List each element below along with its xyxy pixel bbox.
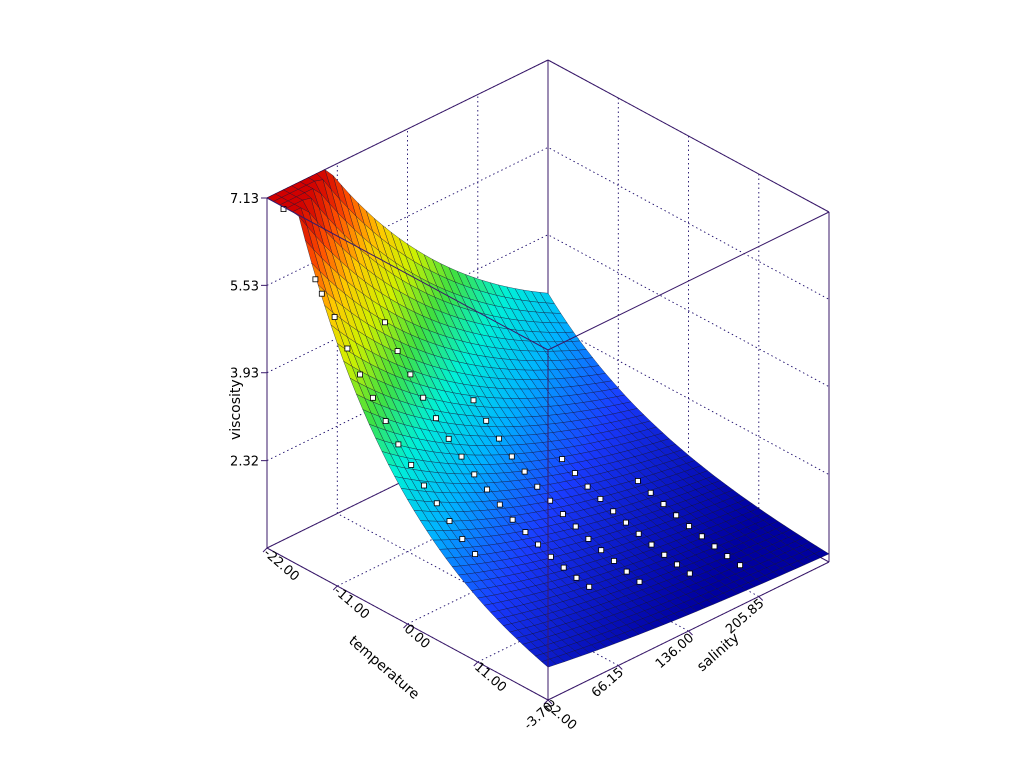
frame-back-edge-4 bbox=[547, 59, 830, 213]
observed-point-48 bbox=[584, 483, 591, 490]
temperature-tick-mark-1 bbox=[332, 585, 338, 591]
observed-point-1 bbox=[312, 276, 319, 283]
observed-point-37 bbox=[534, 483, 541, 490]
observed-point-12 bbox=[446, 518, 453, 524]
observed-point-20 bbox=[445, 435, 452, 442]
observed-point-28 bbox=[548, 553, 554, 560]
observed-point-10 bbox=[421, 482, 427, 489]
observed-point-41 bbox=[585, 536, 592, 542]
observed-point-6 bbox=[369, 394, 376, 401]
observed-point-55 bbox=[674, 561, 680, 568]
observed-point-32 bbox=[470, 397, 477, 404]
observed-point-8 bbox=[395, 441, 402, 448]
temperature-tick-label-1: -11.00 bbox=[331, 584, 372, 623]
observed-point-58 bbox=[647, 489, 654, 496]
observed-point-33 bbox=[483, 417, 490, 424]
observed-point-43 bbox=[611, 558, 617, 564]
temperature-tick-mark-3 bbox=[473, 661, 479, 667]
observed-point-60 bbox=[673, 512, 680, 519]
z-tick-label-1: 3.93 bbox=[230, 367, 259, 382]
surface-cell-43-0 bbox=[541, 658, 557, 668]
temperature-tick-mark-2 bbox=[403, 623, 408, 629]
observed-point-14 bbox=[472, 551, 479, 557]
observed-point-25 bbox=[509, 516, 516, 523]
observed-point-54 bbox=[661, 551, 668, 558]
z-gridline-0 bbox=[266, 322, 830, 475]
observed-point-23 bbox=[484, 486, 491, 493]
observed-point-17 bbox=[407, 371, 414, 378]
observed-point-46 bbox=[559, 456, 565, 463]
observed-point-29 bbox=[560, 564, 567, 571]
temperature-tick-mark-4 bbox=[543, 699, 549, 705]
observed-point-35 bbox=[508, 453, 515, 460]
frame-front-edge-3 bbox=[266, 197, 549, 351]
observed-point-24 bbox=[496, 501, 503, 508]
temperature-tick-label-3: 11.00 bbox=[471, 660, 509, 696]
salinity-tick-mark-2 bbox=[688, 630, 693, 636]
observed-point-39 bbox=[560, 511, 566, 518]
observed-point-44 bbox=[623, 568, 630, 575]
observed-point-15 bbox=[381, 319, 388, 326]
z-axis-title: viscosity bbox=[228, 379, 244, 440]
observed-point-30 bbox=[573, 574, 580, 581]
salinity-tick-label-2: 136.00 bbox=[653, 631, 697, 672]
salinity-tick-mark-3 bbox=[758, 596, 764, 601]
observed-point-36 bbox=[521, 468, 528, 475]
observed-point-63 bbox=[711, 543, 718, 550]
z-tick-label-0: 2.32 bbox=[230, 455, 259, 470]
observed-point-13 bbox=[459, 536, 466, 542]
observed-point-51 bbox=[623, 519, 629, 526]
observed-point-65 bbox=[737, 562, 743, 569]
observed-point-45 bbox=[636, 578, 643, 585]
x-axis-title: temperature bbox=[345, 633, 422, 703]
observed-point-64 bbox=[724, 553, 731, 559]
observed-point-59 bbox=[660, 501, 667, 508]
observed-point-53 bbox=[648, 541, 655, 548]
observed-point-2 bbox=[318, 290, 325, 297]
z-tick-label-3: 7.13 bbox=[230, 192, 259, 207]
observed-points-layer bbox=[280, 206, 743, 590]
observed-point-4 bbox=[344, 345, 351, 352]
observed-point-42 bbox=[598, 547, 605, 554]
temperature-tick-label-0: -22.00 bbox=[260, 546, 301, 585]
salinity-tick-mark-0 bbox=[547, 699, 553, 705]
salinity-tick-mark-1 bbox=[617, 665, 623, 670]
surface-layer bbox=[266, 169, 830, 668]
observed-point-49 bbox=[597, 495, 604, 502]
observed-point-22 bbox=[471, 471, 478, 478]
observed-point-57 bbox=[635, 478, 641, 484]
observed-point-5 bbox=[357, 371, 364, 378]
observed-point-9 bbox=[408, 461, 415, 468]
observed-point-56 bbox=[686, 570, 693, 577]
observed-point-31 bbox=[586, 583, 593, 590]
observed-point-19 bbox=[433, 415, 439, 422]
observed-point-47 bbox=[572, 470, 578, 477]
observed-point-52 bbox=[635, 530, 642, 537]
observed-point-16 bbox=[394, 348, 401, 355]
temperature-tick-label-2: 0.00 bbox=[401, 622, 433, 652]
observed-point-3 bbox=[331, 314, 338, 320]
observed-point-34 bbox=[496, 435, 502, 442]
observed-point-21 bbox=[458, 453, 465, 460]
z-tick-label-2: 5.53 bbox=[230, 279, 259, 294]
y-axis-title: salinity bbox=[694, 630, 742, 675]
observed-point-11 bbox=[433, 500, 440, 507]
observed-point-61 bbox=[686, 523, 692, 529]
salinity-tick-label-3: 205.85 bbox=[723, 596, 767, 637]
temperature-tick-mark-0 bbox=[262, 547, 268, 553]
observed-point-27 bbox=[535, 541, 541, 548]
observed-point-26 bbox=[522, 529, 529, 535]
temperature-gridline-1 bbox=[337, 98, 619, 587]
observed-point-50 bbox=[610, 508, 617, 515]
observed-point-40 bbox=[572, 523, 579, 530]
observed-point-18 bbox=[420, 394, 427, 401]
observed-point-7 bbox=[382, 418, 389, 425]
observed-point-62 bbox=[698, 533, 705, 540]
frame-layer bbox=[261, 197, 830, 705]
frame-front-edge-4 bbox=[547, 211, 830, 351]
